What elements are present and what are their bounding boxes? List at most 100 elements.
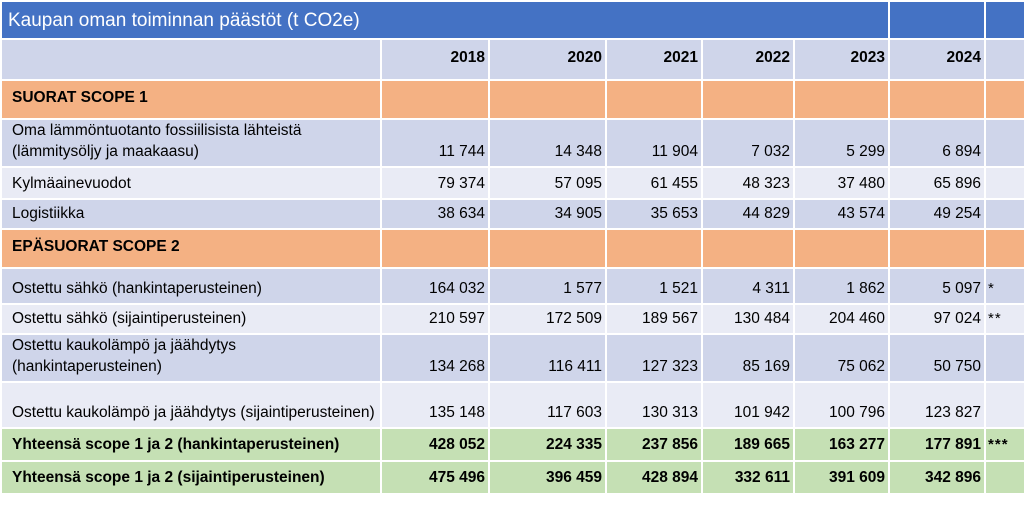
value-cell: 5 299 <box>792 118 891 168</box>
total-row: Yhteensä scope 1 ja 2 (hankintaperustein… <box>0 427 1024 462</box>
table-row: Ostettu kaukolämpö ja jäähdytys (hankint… <box>0 333 1024 383</box>
value-cell: 123 827 <box>888 381 987 429</box>
row-label: Ostettu kaukolämpö ja jäähdytys (sijaint… <box>0 381 382 429</box>
footnote-mark <box>984 166 1024 200</box>
row-label: Ostettu kaukolämpö ja jäähdytys (hankint… <box>0 333 382 383</box>
section-blank-cell <box>984 79 1024 120</box>
value-cell: 428 052 <box>380 427 490 462</box>
value-cell: 44 829 <box>701 198 795 230</box>
value-cell: 204 460 <box>792 303 891 335</box>
value-cell: 50 750 <box>888 333 987 383</box>
year-header: 2023 <box>792 38 891 81</box>
section-blank-cell <box>792 79 891 120</box>
year-header: 2018 <box>380 38 490 81</box>
table-row: Ostettu sähkö (sijaintiperusteinen) 210 5… <box>0 303 1024 335</box>
value-cell: 127 323 <box>605 333 703 383</box>
value-cell: 6 894 <box>888 118 987 168</box>
footnote-mark <box>984 118 1024 168</box>
table-title: Kaupan oman toiminnan päästöt (t CO2e) <box>0 0 891 40</box>
value-cell: 189 567 <box>605 303 703 335</box>
value-cell: 85 169 <box>701 333 795 383</box>
value-cell: 100 796 <box>792 381 891 429</box>
value-cell: 43 574 <box>792 198 891 230</box>
footnote-mark <box>984 198 1024 230</box>
value-cell: 35 653 <box>605 198 703 230</box>
table-row: Ostettu sähkö (hankintaperusteinen) 164 0… <box>0 267 1024 305</box>
value-cell: 117 603 <box>488 381 607 429</box>
value-cell: 11 904 <box>605 118 703 168</box>
section-blank-cell <box>380 228 490 269</box>
value-cell: 135 148 <box>380 381 490 429</box>
row-label: Yhteensä scope 1 ja 2 (sijaintiperustein… <box>0 460 382 495</box>
value-cell: 164 032 <box>380 267 490 305</box>
year-header: 2020 <box>488 38 607 81</box>
value-cell: 79 374 <box>380 166 490 200</box>
row-label: Ostettu sähkö (sijaintiperusteinen) <box>0 303 382 335</box>
value-cell: 65 896 <box>888 166 987 200</box>
section-label: EPÄSUORAT SCOPE 2 <box>0 228 382 269</box>
value-cell: 163 277 <box>792 427 891 462</box>
row-label: Logistiikka <box>0 198 382 230</box>
value-cell: 475 496 <box>380 460 490 495</box>
value-cell: 189 665 <box>701 427 795 462</box>
section-blank-cell <box>380 79 490 120</box>
table-row: Ostettu kaukolämpö ja jäähdytys (sijaint… <box>0 381 1024 429</box>
value-cell: 49 254 <box>888 198 987 230</box>
footnote-mark <box>984 460 1024 495</box>
value-cell: 75 062 <box>792 333 891 383</box>
value-cell: 34 905 <box>488 198 607 230</box>
footnote-mark <box>984 333 1024 383</box>
value-cell: 48 323 <box>701 166 795 200</box>
section-header-row: EPÄSUORAT SCOPE 2 <box>0 228 1024 269</box>
value-cell: 177 891 <box>888 427 987 462</box>
value-cell: 210 597 <box>380 303 490 335</box>
value-cell: 224 335 <box>488 427 607 462</box>
footnote-mark: ** <box>984 303 1024 335</box>
footnote-mark: * <box>984 267 1024 305</box>
row-label: Kylmäainevuodot <box>0 166 382 200</box>
section-blank-cell <box>792 228 891 269</box>
table-row: Oma lämmöntuotanto fossiilisista lähteis… <box>0 118 1024 168</box>
table-row: Kylmäainevuodot 79 374 57 095 61 455 48 323 3… <box>0 166 1024 200</box>
table-row: Logistiikka 38 634 34 905 35 653 44 829 43 57… <box>0 198 1024 230</box>
value-cell: 116 411 <box>488 333 607 383</box>
section-blank-cell <box>488 228 607 269</box>
title-filler-cell <box>888 0 987 40</box>
value-cell: 332 611 <box>701 460 795 495</box>
value-cell: 391 609 <box>792 460 891 495</box>
value-cell: 11 744 <box>380 118 490 168</box>
section-header-row: SUORAT SCOPE 1 <box>0 79 1024 120</box>
section-blank-cell <box>984 228 1024 269</box>
footnote-mark <box>984 381 1024 429</box>
value-cell: 101 942 <box>701 381 795 429</box>
value-cell: 14 348 <box>488 118 607 168</box>
year-header: 2021 <box>605 38 703 81</box>
value-cell: 57 095 <box>488 166 607 200</box>
title-row: Kaupan oman toiminnan päästöt (t CO2e) <box>0 0 1024 40</box>
value-cell: 38 634 <box>380 198 490 230</box>
value-cell: 1 521 <box>605 267 703 305</box>
value-cell: 342 896 <box>888 460 987 495</box>
section-blank-cell <box>488 79 607 120</box>
value-cell: 172 509 <box>488 303 607 335</box>
section-blank-cell <box>605 228 703 269</box>
row-label: Yhteensä scope 1 ja 2 (hankintaperustein… <box>0 427 382 462</box>
year-header-row: 2018 2020 2021 2022 2023 2024 <box>0 38 1024 81</box>
section-blank-cell <box>701 79 795 120</box>
value-cell: 5 097 <box>888 267 987 305</box>
value-cell: 97 024 <box>888 303 987 335</box>
row-label: Oma lämmöntuotanto fossiilisista lähteis… <box>0 118 382 168</box>
header-blank-cell <box>984 38 1024 81</box>
value-cell: 428 894 <box>605 460 703 495</box>
value-cell: 61 455 <box>605 166 703 200</box>
value-cell: 7 032 <box>701 118 795 168</box>
total-row: Yhteensä scope 1 ja 2 (sijaintiperustein… <box>0 460 1024 495</box>
value-cell: 37 480 <box>792 166 891 200</box>
year-header: 2024 <box>888 38 987 81</box>
header-blank-cell <box>0 38 382 81</box>
value-cell: 134 268 <box>380 333 490 383</box>
year-header: 2022 <box>701 38 795 81</box>
title-filler-cell <box>984 0 1024 40</box>
footnote-mark: *** <box>984 427 1024 462</box>
value-cell: 130 484 <box>701 303 795 335</box>
